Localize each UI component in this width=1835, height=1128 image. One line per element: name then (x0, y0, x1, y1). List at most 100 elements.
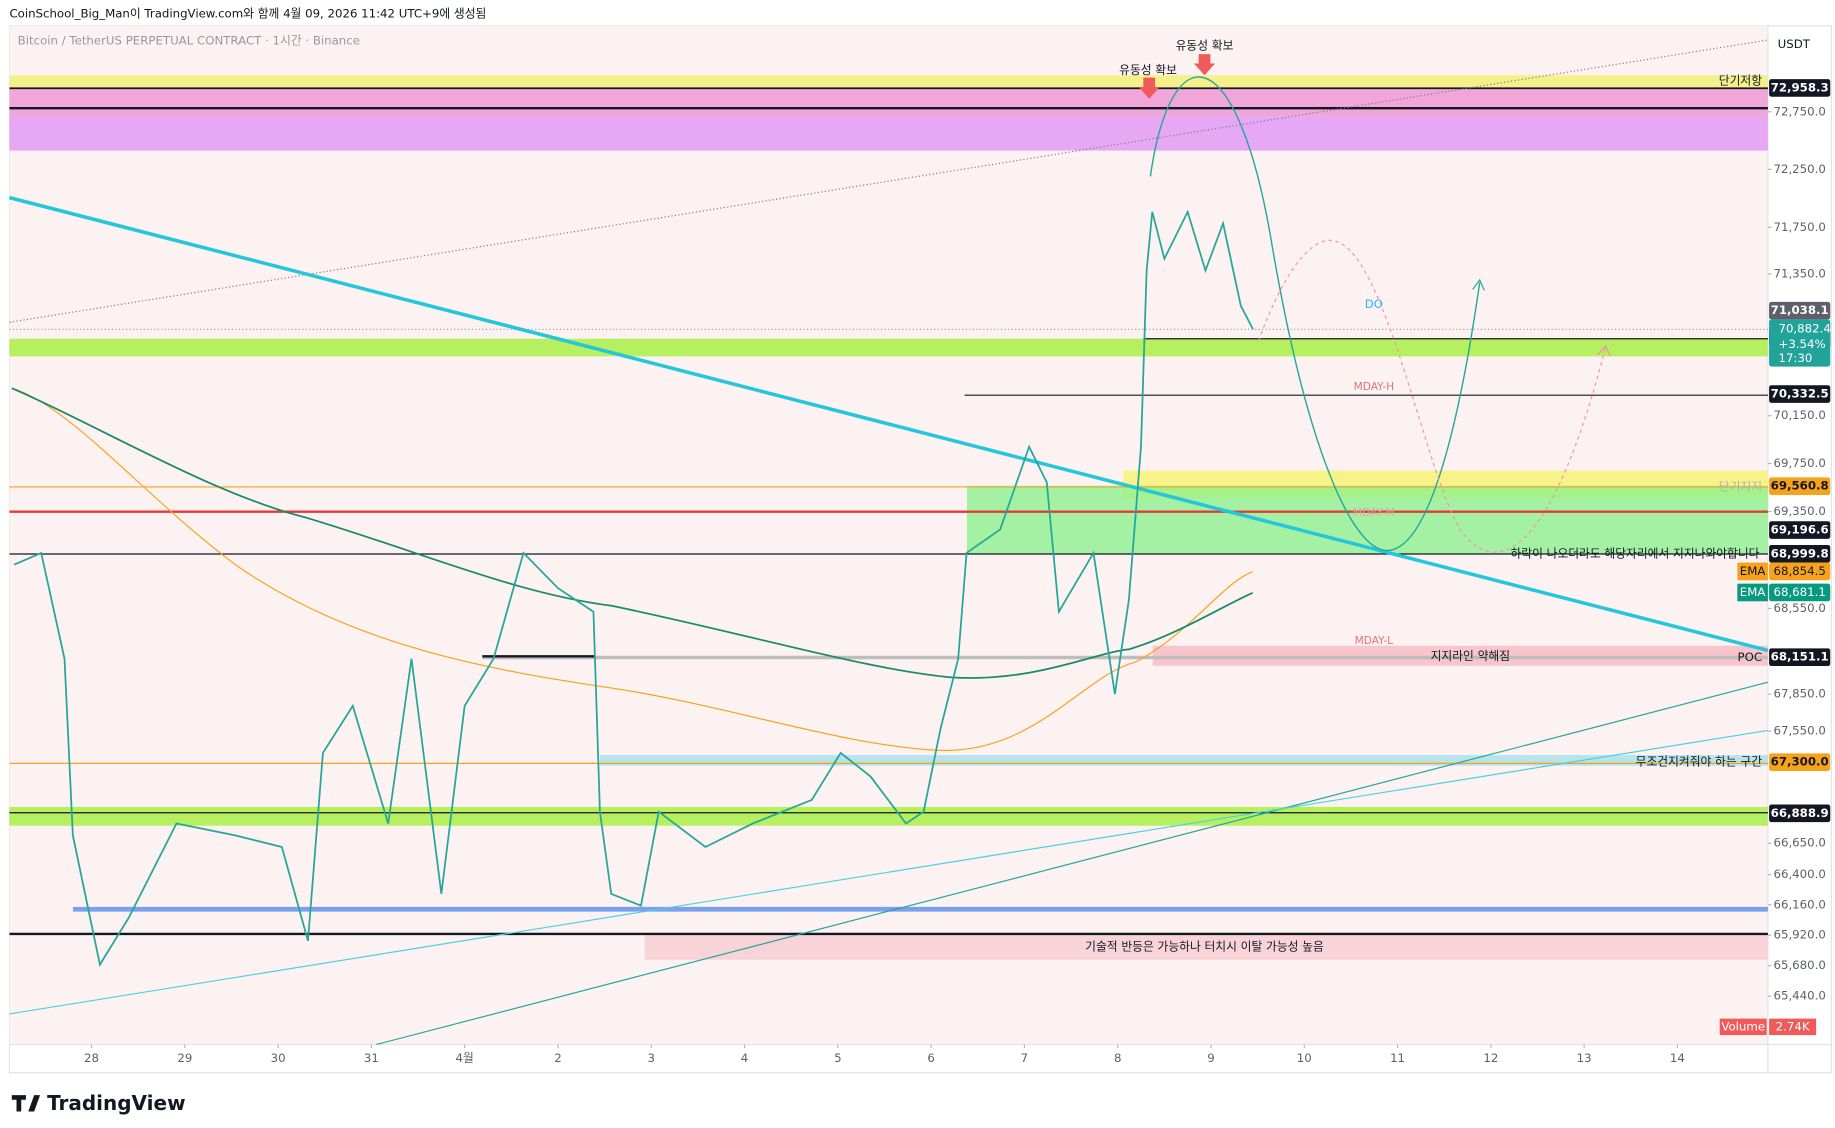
zone-pink-low (644, 935, 1768, 960)
price-tag-label: 68,999.8 (1771, 546, 1829, 560)
annotation: 하락이 나오더라도 해당자리에서 지지나와야합니다 (1510, 547, 1759, 561)
price-tag-label: 72,958.3 (1771, 80, 1829, 94)
volume-value: 2.74K (1776, 1019, 1810, 1033)
projection-dotted (1258, 239, 1607, 553)
x-tick-label: 9 (1207, 1051, 1214, 1065)
currency: USDT (1778, 37, 1811, 51)
current-price-value-label: 70,882.4 (1778, 321, 1830, 335)
x-tick-label: 3 (648, 1051, 655, 1065)
x-tick-label: 8 (1114, 1051, 1121, 1065)
logo-text: TradingView (47, 1091, 185, 1115)
y-tick-label: 69,350.0 (1774, 504, 1826, 518)
x-tick-label: 10 (1297, 1051, 1312, 1065)
y-tick-label: 68,550.0 (1774, 601, 1826, 615)
price-tag-label: 69,560.8 (1771, 479, 1829, 493)
price-tag-label: 71,038.1 (1771, 303, 1829, 317)
price-tag-label: 69,196.6 (1771, 523, 1829, 537)
annotation: MDAY-H (1354, 381, 1394, 393)
x-tick-label: 7 (1021, 1051, 1028, 1065)
projection-arrowhead (1596, 344, 1611, 357)
annotation: 단기지지 (1719, 479, 1762, 493)
price-tag-label: 67,300.0 (1771, 755, 1829, 769)
y-tick-label: 72,750.0 (1774, 104, 1826, 118)
y-tick-label: 71,350.0 (1774, 267, 1826, 281)
price-tag-label: 70,332.5 (1771, 387, 1829, 401)
x-tick-label: 28 (84, 1051, 99, 1065)
x-tick-label: 31 (364, 1051, 379, 1065)
trendline-dotted (9, 39, 1769, 323)
ema-tag-label: 68,854.5 (1774, 564, 1826, 578)
x-tick-label: 14 (1670, 1051, 1685, 1065)
x-tick-label: 12 (1483, 1051, 1498, 1065)
y-tick-label: 67,550.0 (1774, 724, 1826, 738)
ema-tag-label: 68,681.1 (1774, 585, 1826, 599)
header-title: CoinSchool_Big_Man이 TradingView.com와 함께 … (9, 7, 486, 21)
x-tick-label: 11 (1390, 1051, 1405, 1065)
y-tick-label: 66,650.0 (1774, 836, 1826, 850)
zone-lightblue (599, 755, 1768, 766)
trendline-lightcyan (9, 729, 1769, 1015)
arrow-down (1138, 77, 1160, 99)
arrow-down (1193, 54, 1216, 76)
price-tag (1769, 753, 1831, 771)
x-tick-label: 6 (927, 1051, 934, 1065)
price-tag (1769, 477, 1831, 496)
ema-tag-box (1737, 583, 1768, 602)
x-tick-label: 5 (834, 1051, 841, 1065)
x-tick-label: 4월 (456, 1051, 474, 1065)
ema-tag-name: EMA (1740, 585, 1766, 599)
current-price-countdown: 17:30 (1778, 351, 1812, 365)
price-tag (1769, 385, 1831, 403)
chart-title: Bitcoin / TetherUS PERPETUAL CONTRACT · … (18, 34, 360, 48)
y-tick-label: 71,750.0 (1774, 220, 1826, 234)
y-tick-label: 66,160.0 (1774, 897, 1826, 911)
trendline-green (376, 681, 1769, 1046)
annotation: DO (1365, 297, 1383, 311)
x-tick-label: 4 (741, 1051, 748, 1065)
zone-magenta (9, 88, 1768, 117)
price-tag (1769, 79, 1831, 97)
annotation: 기술적 반등은 가능하나 터치시 이탈 가능성 높음 (1085, 939, 1324, 953)
y-tick-label: 72,250.0 (1774, 162, 1826, 176)
projection-solid (1149, 76, 1481, 552)
y-tick-label: 65,440.0 (1774, 989, 1826, 1003)
price-tag (1769, 301, 1831, 320)
ema-tag (1769, 562, 1831, 581)
price-tag (1769, 521, 1831, 539)
ema-tag (1769, 583, 1831, 602)
x-tick-label: 13 (1577, 1051, 1592, 1065)
y-tick-label: 65,680.0 (1774, 958, 1826, 972)
current-price-change: +3.54% (1778, 337, 1825, 351)
y-tick-label: 69,750.0 (1774, 456, 1826, 470)
current-price-tag (1769, 319, 1831, 367)
y-tick-label: 66,400.0 (1774, 867, 1826, 881)
volume-label: Volume (1721, 1019, 1765, 1033)
price-tag-label: 68,151.1 (1771, 650, 1829, 664)
annotation: 지지라인 약해짐 (1431, 649, 1510, 663)
price-tag (1769, 804, 1831, 823)
zone-resistance-yellow (9, 75, 1768, 89)
y-tick-label: 70,150.0 (1774, 408, 1826, 422)
ema-curve-green (11, 387, 1254, 679)
annotation: MDAY-M (1353, 507, 1395, 519)
price-line (13, 209, 1254, 967)
zone-purple (9, 116, 1768, 151)
ema-tag-box (1737, 562, 1768, 581)
annotation: 단기저항 (1719, 74, 1762, 88)
zone-green-box (966, 485, 1768, 555)
annotation: MDAY-L (1355, 635, 1394, 647)
zone-green-top (9, 338, 1768, 357)
projection-arrowhead (1472, 278, 1485, 291)
y-tick-label: 65,920.0 (1774, 928, 1826, 942)
annotation: 유동성 확보 (1176, 38, 1234, 52)
volume-value-box (1769, 1018, 1817, 1036)
price-tag-label: 66,888.9 (1771, 806, 1829, 820)
trendline-cyan (9, 195, 1769, 653)
annotation: 유동성 확보 (1119, 63, 1177, 77)
annotation: 무조건지켜줘야 하는 구간 (1636, 755, 1763, 769)
volume-label-box (1719, 1018, 1767, 1036)
zone-green-low (9, 806, 1768, 826)
price-tag (1769, 648, 1831, 667)
